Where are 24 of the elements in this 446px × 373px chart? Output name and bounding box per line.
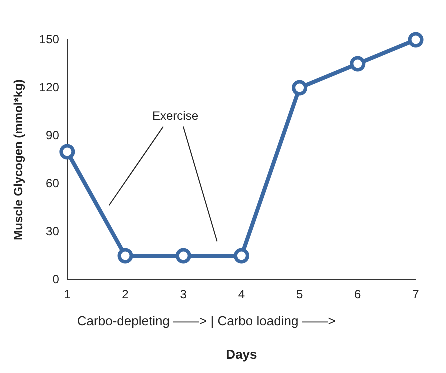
- y-axis-title: Muscle Glycogen (mmol*kg): [12, 80, 26, 240]
- point: [60, 144, 76, 160]
- point: [408, 32, 424, 48]
- y-tick-label: 120: [39, 80, 60, 94]
- y-tick-label: 0: [52, 272, 60, 286]
- y-tick-label: 60: [46, 176, 60, 190]
- x-tick-label: 1: [64, 288, 72, 302]
- point: [292, 80, 308, 96]
- point: [350, 56, 366, 72]
- x-tick-label: 5: [296, 288, 304, 302]
- x-tick-label: 2: [122, 288, 130, 302]
- x-tick-label: 7: [412, 288, 420, 302]
- annotation: Exercise: [152, 109, 199, 124]
- x-tick-label: 6: [354, 288, 362, 302]
- x-tick-label: 3: [180, 288, 188, 302]
- x-tick-label: 4: [238, 288, 246, 302]
- y-tick-label: 30: [46, 224, 60, 238]
- point: [234, 248, 250, 264]
- point: [118, 248, 134, 264]
- y-tick-label: 90: [46, 128, 60, 142]
- x-axis-title: Days: [226, 346, 258, 362]
- text: Carbo-depleting ——> | Carbo loading ——>: [77, 314, 336, 329]
- y-tick-label: 150: [39, 32, 60, 46]
- point: [176, 248, 192, 264]
